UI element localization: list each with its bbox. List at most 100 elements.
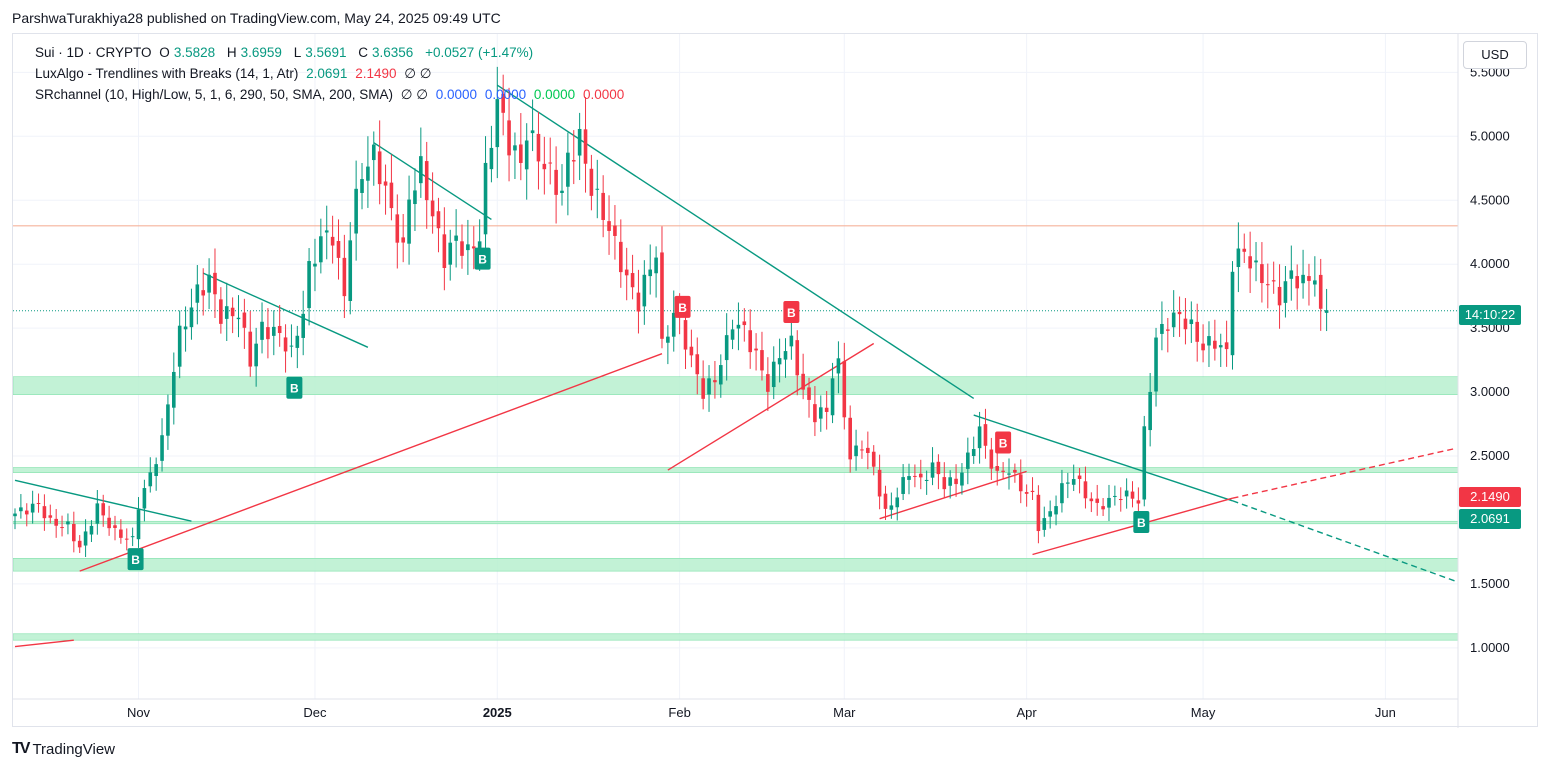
candle-body bbox=[789, 335, 794, 347]
trendline-down bbox=[202, 272, 369, 348]
break-label-up: B bbox=[286, 376, 303, 399]
y-tick-label: 1.5000 bbox=[1470, 576, 1510, 591]
candle-body bbox=[801, 373, 805, 390]
indicator-legend-trendlines[interactable]: LuxAlgo - Trendlines with Breaks (14, 1,… bbox=[35, 66, 436, 82]
candle-body bbox=[742, 321, 747, 326]
candle-body bbox=[19, 507, 23, 512]
candle-body bbox=[866, 447, 870, 454]
candle-body bbox=[930, 462, 935, 478]
candle-body bbox=[577, 128, 582, 156]
break-label-text: B bbox=[1137, 516, 1146, 530]
candle-body bbox=[666, 336, 670, 343]
break-label-up: B bbox=[1133, 511, 1150, 534]
indicator-legend-srchannel[interactable]: SRchannel (10, High/Low, 5, 1, 6, 290, 5… bbox=[35, 87, 628, 103]
candle-body bbox=[224, 306, 229, 319]
trendline-down bbox=[496, 84, 975, 400]
candle-body bbox=[1324, 310, 1329, 313]
candle-body bbox=[248, 331, 253, 367]
candle-body bbox=[489, 147, 494, 170]
candle-body bbox=[1201, 343, 1205, 351]
x-tick-label: Mar bbox=[833, 705, 856, 720]
candle-body bbox=[1118, 499, 1123, 501]
break-label-text: B bbox=[678, 301, 687, 315]
candle-body bbox=[1136, 500, 1141, 504]
candle-body bbox=[507, 120, 511, 156]
x-tick-label: Apr bbox=[1017, 705, 1038, 720]
candle-body bbox=[1307, 276, 1311, 281]
candle-body bbox=[1083, 481, 1088, 499]
candle-body bbox=[1207, 336, 1211, 346]
candle-body bbox=[89, 525, 94, 535]
candle-body bbox=[683, 320, 688, 350]
candle-body bbox=[283, 337, 288, 352]
candle-body bbox=[560, 190, 564, 194]
break-label-text: B bbox=[999, 436, 1008, 450]
candle-body bbox=[689, 346, 694, 356]
candle-body bbox=[1107, 497, 1111, 508]
candle-body bbox=[1024, 492, 1029, 494]
candle-body bbox=[1018, 474, 1023, 492]
candle-body bbox=[301, 313, 305, 338]
candle-body bbox=[424, 161, 429, 201]
tradingview-logo[interactable]: TV TradingView bbox=[12, 740, 115, 758]
candle-body bbox=[1054, 506, 1058, 515]
candle-body bbox=[607, 221, 611, 231]
candle-body bbox=[807, 387, 811, 400]
candle-body bbox=[954, 478, 958, 485]
break-label-badge bbox=[674, 295, 691, 318]
candle-body bbox=[766, 374, 770, 392]
break-label-badge bbox=[474, 247, 491, 270]
candle-body bbox=[971, 449, 976, 457]
candle-body bbox=[342, 257, 347, 297]
currency-button[interactable]: USD bbox=[1463, 41, 1527, 69]
candle-body bbox=[477, 241, 482, 252]
tradingview-logo-text: TradingView bbox=[32, 740, 115, 758]
candle-body bbox=[1213, 340, 1217, 349]
candle-body bbox=[548, 162, 553, 164]
candle-body bbox=[654, 257, 658, 274]
candle-body bbox=[566, 152, 570, 187]
candle-body bbox=[219, 299, 223, 324]
candle-body bbox=[124, 538, 129, 540]
break-label-up: B bbox=[127, 548, 144, 571]
candle-body bbox=[1242, 248, 1247, 252]
candle-body bbox=[13, 513, 17, 517]
candle-body bbox=[595, 188, 600, 190]
candle-body bbox=[1277, 286, 1282, 306]
candle-body bbox=[24, 510, 29, 515]
change-value: +0.0527 (+1.47%) bbox=[425, 45, 534, 60]
candle-body bbox=[319, 236, 323, 263]
upper-trendline-price-tag: 2.1490 bbox=[1459, 487, 1521, 507]
trendline-down bbox=[973, 414, 1233, 502]
candle-body bbox=[889, 505, 894, 510]
candle-body bbox=[260, 321, 264, 340]
candle-body bbox=[483, 162, 488, 235]
candle-body bbox=[1248, 256, 1252, 269]
candle-body bbox=[977, 426, 982, 449]
candle-body bbox=[360, 179, 364, 193]
candle-body bbox=[1130, 491, 1135, 499]
candle-body bbox=[1295, 276, 1299, 289]
candle-body bbox=[413, 190, 417, 205]
break-label-text: B bbox=[290, 382, 299, 396]
candle-body bbox=[295, 335, 300, 348]
countdown-price-tag: 14:10:22 bbox=[1459, 305, 1521, 325]
candle-body bbox=[48, 515, 53, 518]
trendline-up bbox=[879, 470, 1027, 520]
candle-body bbox=[271, 326, 276, 336]
break-label-down: B bbox=[995, 431, 1012, 454]
candle-body bbox=[324, 230, 329, 233]
candle-body bbox=[713, 380, 717, 383]
candle-body bbox=[571, 160, 576, 162]
x-tick-label: 2025 bbox=[483, 705, 512, 720]
candle-body bbox=[436, 211, 441, 229]
indicator-name: LuxAlgo - Trendlines with Breaks (14, 1,… bbox=[35, 66, 299, 81]
candle-body bbox=[842, 361, 847, 418]
candle-body bbox=[395, 214, 400, 243]
candle-body bbox=[30, 503, 35, 513]
candle-body bbox=[918, 473, 923, 478]
candle-body bbox=[795, 340, 800, 376]
candle-body bbox=[242, 312, 247, 328]
